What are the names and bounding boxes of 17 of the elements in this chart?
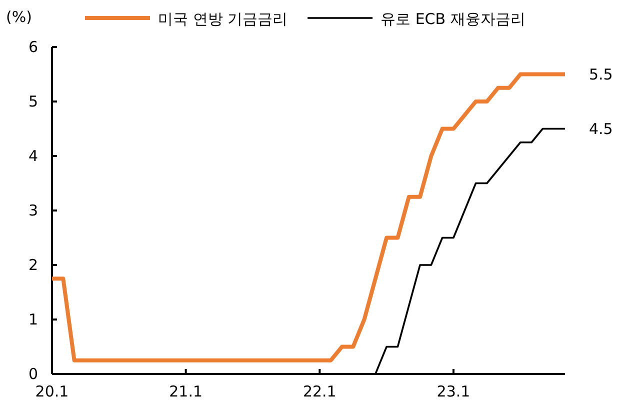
x-tick-label: 22.1 [302,382,336,401]
y-tick-label: 4 [28,146,38,165]
y-tick-label: 3 [28,201,38,220]
x-tick-label: 23.1 [436,382,470,401]
y-tick-label: 6 [28,38,38,56]
x-tick-label: 20.1 [35,382,69,401]
y-tick-label: 0 [28,364,38,383]
legend-label: 유로 ECB 재융자금리 [380,10,526,28]
y-tick-label: 5 [28,92,38,110]
y-tick-label: 2 [28,256,38,274]
y-axis-title: (%) [6,8,32,26]
y-tick-label: 1 [28,310,38,328]
line-series [50,72,567,362]
text: 4.5 [589,120,613,138]
text: 5.5 [589,65,613,84]
x-tick-label: 21.1 [169,382,203,401]
legend-label: 미국 연방 기금금리 [158,10,288,28]
